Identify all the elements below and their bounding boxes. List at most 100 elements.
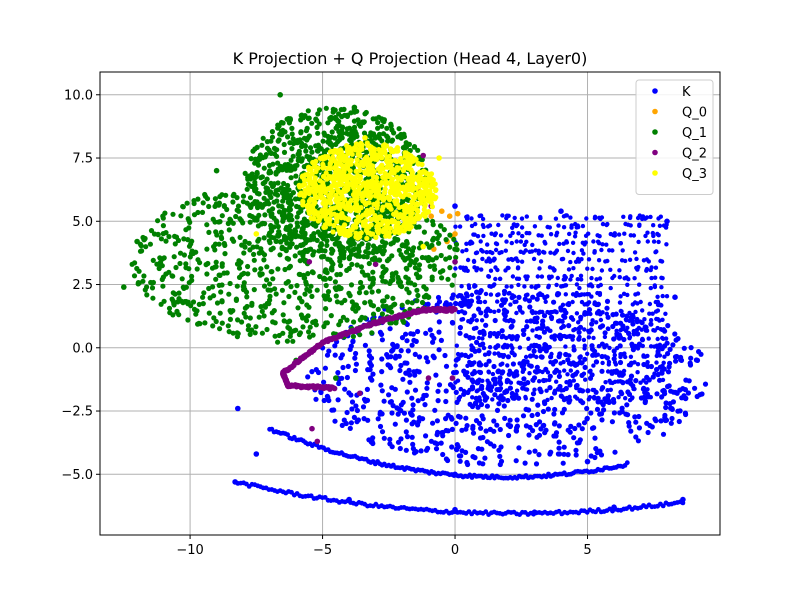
data-point-q-1 — [376, 307, 381, 312]
data-point-k — [686, 390, 691, 395]
data-point-k — [566, 428, 571, 433]
data-point-k — [570, 223, 574, 227]
data-point-k — [514, 428, 519, 433]
data-point-k — [572, 426, 577, 431]
data-point-k — [642, 258, 646, 262]
data-point-q-1 — [323, 306, 328, 311]
data-point-k — [629, 355, 633, 359]
data-point-k — [378, 330, 383, 335]
data-point-q-1 — [150, 285, 155, 290]
data-point-k — [503, 309, 507, 313]
data-point-k — [645, 360, 649, 364]
data-point-k — [487, 388, 491, 392]
data-point-k — [628, 379, 632, 383]
data-point-q-1 — [380, 239, 385, 244]
data-point-k — [506, 354, 511, 359]
data-point-k — [612, 410, 617, 415]
data-point-k — [625, 326, 629, 330]
data-point-k — [584, 240, 588, 244]
data-point-k — [382, 436, 387, 441]
data-point-k — [367, 360, 372, 365]
data-point-q-3 — [408, 208, 413, 213]
data-point-q-1 — [269, 228, 274, 233]
data-point-k — [369, 378, 374, 383]
data-point-q-1 — [204, 271, 209, 276]
data-point-k — [584, 234, 588, 238]
data-point-k — [541, 423, 546, 428]
data-point-k — [541, 250, 545, 254]
data-point-k — [316, 370, 321, 375]
data-point-q-1 — [431, 222, 436, 227]
data-point-k — [554, 283, 558, 287]
data-point-k — [516, 295, 521, 300]
data-point-k — [491, 418, 496, 423]
data-point-q-1 — [288, 236, 293, 241]
data-point-q-1 — [246, 182, 251, 187]
data-point-k — [571, 251, 575, 255]
data-point-q-1 — [329, 251, 334, 256]
data-point-q-1 — [206, 204, 211, 209]
data-point-k — [505, 363, 509, 367]
data-point-q-1 — [274, 291, 279, 296]
data-point-q-1 — [380, 311, 385, 316]
data-point-k — [519, 239, 523, 243]
data-point-k — [474, 326, 478, 330]
data-point-k — [502, 292, 506, 296]
data-point-q-1 — [271, 183, 276, 188]
data-point-k — [410, 343, 415, 348]
data-point-q-1 — [241, 194, 246, 199]
data-point-q-1 — [248, 220, 253, 225]
data-point-k — [551, 411, 556, 416]
data-point-q-1 — [274, 239, 279, 244]
data-point-k — [525, 293, 529, 297]
data-point-k — [470, 395, 474, 399]
data-point-q-1 — [217, 326, 222, 331]
data-point-q-1 — [195, 210, 200, 215]
data-point-k — [454, 390, 459, 395]
data-point-k — [469, 216, 473, 220]
data-point-k — [540, 293, 544, 297]
data-point-q-1 — [414, 298, 419, 303]
data-point-k — [478, 343, 482, 347]
data-point-q-1 — [264, 277, 269, 282]
data-point-k — [577, 293, 581, 297]
data-point-q-1 — [377, 136, 382, 141]
data-point-q-1 — [276, 139, 281, 144]
data-point-q-3 — [383, 234, 388, 239]
data-point-k — [635, 320, 639, 324]
data-point-q-1 — [183, 227, 188, 232]
data-point-q-3 — [391, 149, 396, 154]
data-point-q-1 — [258, 266, 263, 271]
data-point-q-3 — [355, 196, 360, 201]
data-point-k — [630, 396, 634, 400]
data-point-k — [366, 437, 371, 442]
data-point-q-1 — [346, 291, 351, 296]
data-point-k — [596, 353, 600, 357]
data-point-k — [474, 268, 478, 272]
data-point-k — [450, 427, 455, 432]
data-point-q-1 — [182, 252, 187, 257]
data-point-k — [606, 369, 610, 373]
data-point-q-1 — [390, 274, 395, 279]
data-point-q-1 — [254, 244, 259, 249]
data-point-q-1 — [335, 139, 340, 144]
data-point-q-3 — [350, 152, 355, 157]
data-point-q-1 — [219, 282, 224, 287]
data-point-q-3 — [347, 228, 352, 233]
data-point-k — [682, 346, 687, 351]
data-point-k — [514, 458, 519, 463]
data-point-k — [321, 380, 326, 385]
data-point-k — [439, 441, 444, 446]
data-point-k — [380, 388, 385, 393]
data-point-q-1 — [334, 125, 339, 130]
data-point-q-3 — [345, 203, 350, 208]
data-point-q-1 — [235, 330, 240, 335]
data-point-k — [571, 266, 575, 270]
data-point-q-1 — [339, 300, 344, 305]
data-point-q-2 — [420, 153, 426, 159]
data-point-q-1 — [329, 267, 334, 272]
data-point-q-1 — [241, 250, 246, 255]
data-point-q-1 — [244, 290, 249, 295]
data-point-q-1 — [393, 270, 398, 275]
data-point-q-1 — [416, 267, 421, 272]
